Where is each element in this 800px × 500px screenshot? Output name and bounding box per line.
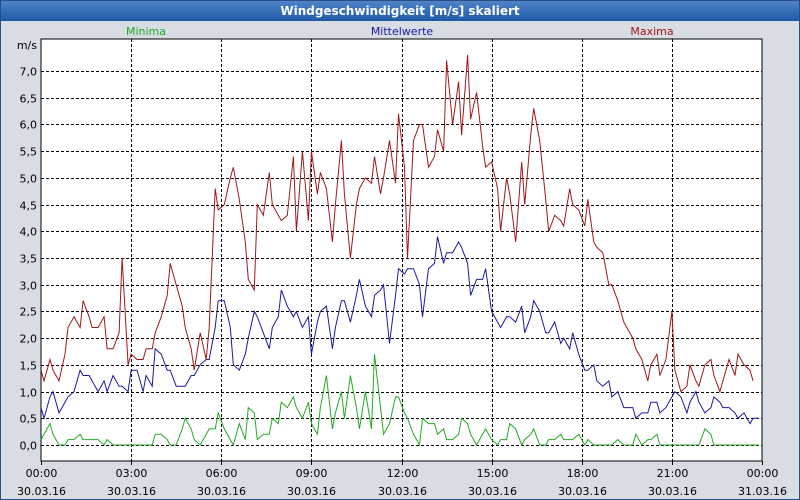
y-tick-label: 2,0 — [20, 333, 38, 346]
series-line-maxima — [40, 54, 754, 394]
x-tick-time: 00:00 — [26, 467, 58, 480]
y-tick-label: 6,0 — [20, 119, 38, 132]
x-tick-time: 00:00 — [747, 467, 779, 480]
series-line-minima — [40, 354, 759, 447]
x-tick-date: 30.03.16 — [197, 485, 246, 498]
x-tick-date: 30.03.16 — [648, 485, 697, 498]
y-tick-label: 4,0 — [20, 226, 38, 239]
y-tick-label: 1,0 — [20, 387, 38, 400]
plot-area — [40, 38, 763, 462]
x-tick-time: 12:00 — [387, 467, 419, 480]
legend-minima: Minima — [126, 25, 166, 38]
y-tick-label: 0,0 — [20, 440, 38, 453]
series-line-mittelwerte — [40, 236, 759, 425]
y-tick-label: 3,5 — [20, 253, 38, 266]
x-tick-date: 30.03.16 — [378, 485, 427, 498]
y-tick-label: 4,5 — [20, 200, 38, 213]
y-axis-label: m/s — [17, 39, 37, 52]
wind-speed-chart: 0,0 0,5 1,0 1,5 2,0 2,5 3,0 3,5 4,0 4,5 5,0 5,5 6,0 6… — [17, 25, 787, 498]
x-tick-date: 31.03.16 — [738, 485, 787, 498]
window-title: Windgeschwindigkeit [m/s] skaliert — [1, 1, 799, 21]
legend-mittelwerte: Mittelwerte — [371, 25, 434, 38]
x-tick-time: 06:00 — [206, 467, 238, 480]
x-tick-time: 18:00 — [567, 467, 599, 480]
y-tick-label: 1,5 — [20, 360, 38, 373]
x-tick-time: 03:00 — [116, 467, 148, 480]
x-tick-time: 21:00 — [657, 467, 689, 480]
x-tick-date: 30.03.16 — [558, 485, 607, 498]
y-tick-label: 5,0 — [20, 173, 38, 186]
y-tick-label: 5,5 — [20, 146, 38, 159]
x-tick-date: 30.03.16 — [287, 485, 336, 498]
x-tick-time: 09:00 — [296, 467, 328, 480]
y-tick-label: 3,0 — [20, 280, 38, 293]
x-tick-date: 30.03.16 — [17, 485, 66, 498]
x-tick-time: 15:00 — [477, 467, 509, 480]
y-tick-label: 2,5 — [20, 306, 38, 319]
x-tick-date: 30.03.16 — [468, 485, 517, 498]
y-tick-label: 0,5 — [20, 413, 38, 426]
y-tick-label: 6,5 — [20, 93, 38, 106]
legend-maxima: Maxima — [630, 25, 673, 38]
y-tick-label: 7,0 — [20, 66, 38, 79]
x-tick-date: 30.03.16 — [107, 485, 156, 498]
